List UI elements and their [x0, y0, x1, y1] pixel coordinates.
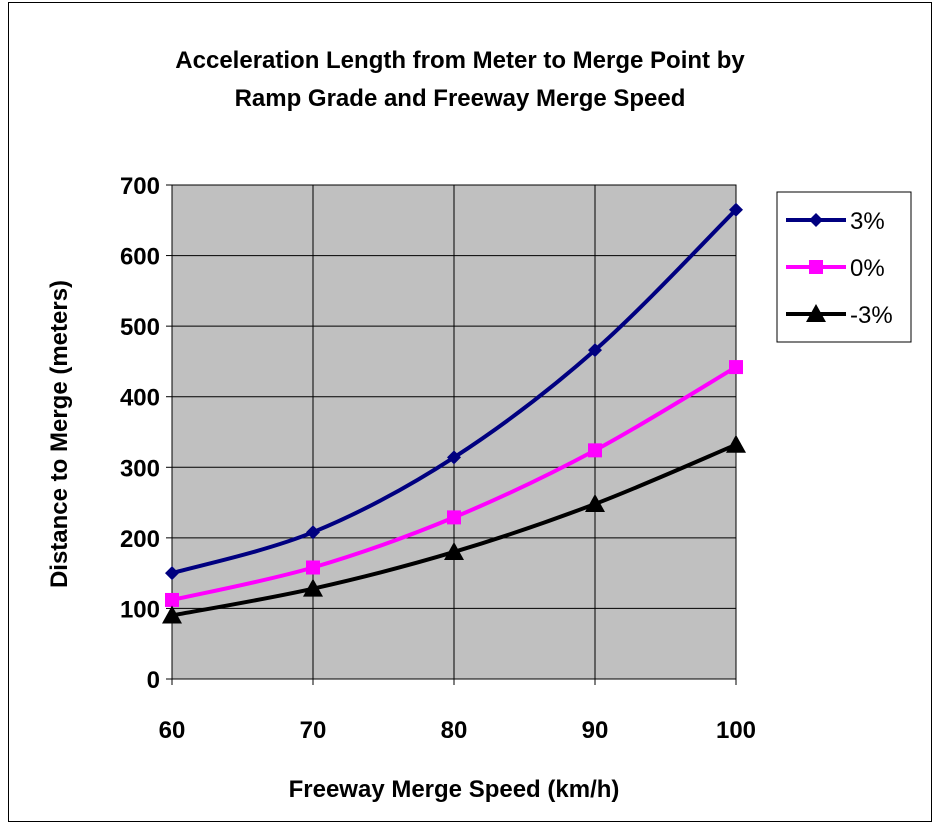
data-point [447, 510, 461, 525]
y-tick-label: 100 [120, 596, 160, 623]
x-tick-label: 70 [300, 717, 327, 744]
y-tick-label: 0 [147, 667, 160, 694]
data-point [585, 493, 605, 512]
series-layer [162, 202, 746, 624]
data-point [726, 434, 746, 453]
y-tick-label: 300 [120, 455, 160, 482]
y-axis-label: Distance to Merge (meters) [46, 280, 73, 588]
x-axis-label: Freeway Merge Speed (km/h) [289, 776, 620, 803]
chart-title-line-2: Ramp Grade and Freeway Merge Speed [235, 85, 686, 112]
y-tick-label: 200 [120, 526, 160, 553]
x-axis-ticks: 60 70 80 90 100 [159, 717, 756, 744]
data-point [729, 202, 743, 217]
legend-label: 3% [850, 208, 885, 235]
y-tick-label: 700 [120, 173, 160, 200]
data-point [729, 360, 743, 375]
legend-label: 0% [850, 255, 885, 282]
series-line [171, 208, 738, 576]
data-point [306, 525, 320, 540]
data-point [165, 592, 179, 607]
y-tick-label: 500 [120, 314, 160, 341]
y-axis-ticks: 0 100 200 300 400 500 600 700 [120, 173, 160, 694]
data-point [588, 443, 602, 458]
series-0 [165, 202, 743, 581]
x-tick-label: 90 [582, 717, 609, 744]
legend: 3% 0% -3% [776, 191, 912, 343]
series-1 [165, 360, 743, 607]
x-tick-label: 60 [159, 717, 186, 744]
data-point [444, 541, 464, 560]
grid [166, 184, 737, 685]
y-tick-label: 600 [120, 244, 160, 271]
x-tick-label: 100 [716, 717, 756, 744]
data-point [162, 605, 182, 624]
legend-label: -3% [850, 302, 893, 329]
x-tick-label: 80 [441, 717, 468, 744]
data-point [588, 343, 602, 358]
data-point [165, 566, 179, 581]
chart-title-line-1: Acceleration Length from Meter to Merge … [175, 47, 745, 74]
legend-marker [809, 213, 823, 227]
y-tick-label: 400 [120, 385, 160, 412]
series-2 [162, 434, 746, 624]
data-point [303, 578, 323, 597]
data-point [447, 450, 461, 465]
data-point [306, 560, 320, 575]
legend-marker [806, 304, 826, 322]
legend-marker [809, 260, 823, 274]
